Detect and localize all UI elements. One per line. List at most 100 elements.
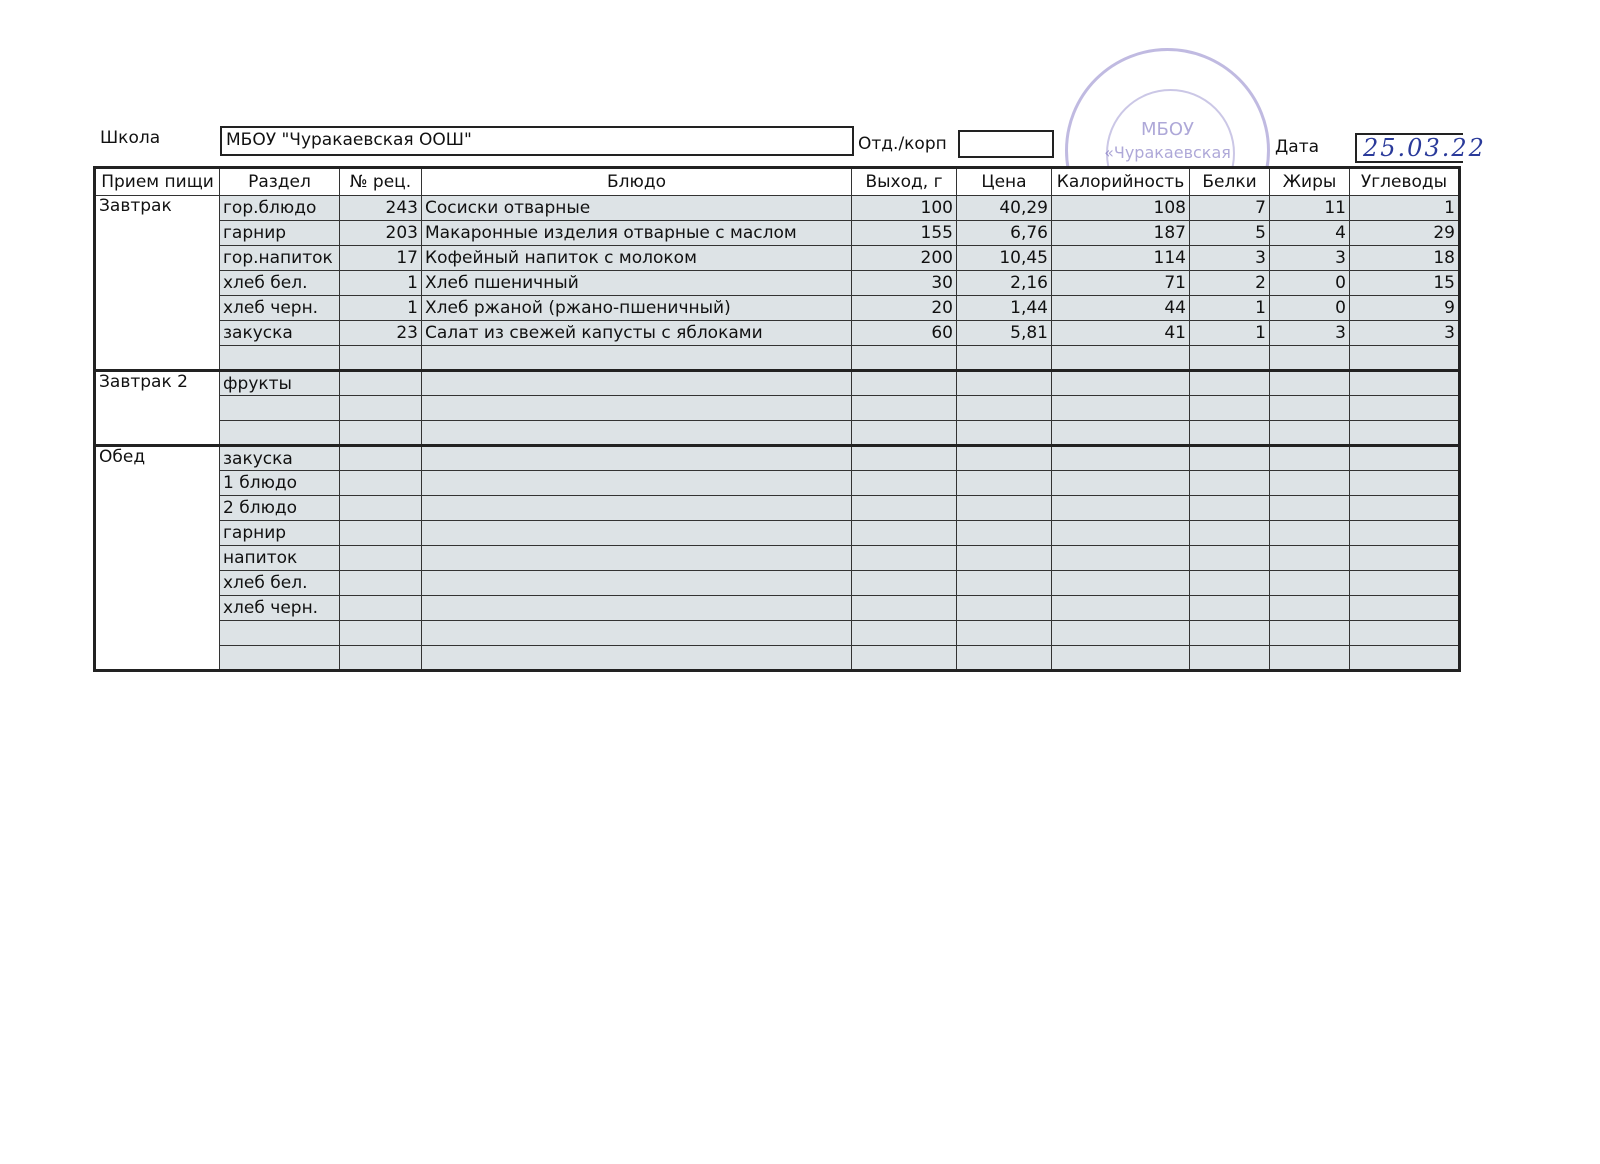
- table-cell: [339, 420, 422, 447]
- table-cell: фрукты: [219, 370, 340, 396]
- table-cell: 243: [339, 195, 422, 221]
- table-row: Завтрак гор.блюдо 243 Сосиски отварные 100 40…: [94, 195, 1460, 372]
- table-cell: Хлеб пшеничный: [421, 270, 852, 296]
- table-cell: напиток: [219, 545, 340, 571]
- table-cell: [1189, 595, 1270, 621]
- table-cell: 17: [339, 245, 422, 271]
- table-cell: [1051, 345, 1190, 372]
- table-cell: [1269, 570, 1350, 596]
- table-cell: [1189, 395, 1270, 421]
- table-cell: [1349, 570, 1460, 596]
- table-cell: [1189, 470, 1270, 496]
- table-cell: [851, 595, 957, 621]
- table-cell: 15: [1349, 270, 1460, 296]
- table-cell: [421, 445, 852, 471]
- table-cell: [851, 645, 957, 672]
- table-cell: 3: [1269, 245, 1350, 271]
- table-cell: 2 блюдо: [219, 495, 340, 521]
- table-cell: [1051, 545, 1190, 571]
- table-cell: [219, 620, 340, 646]
- table-cell: [421, 420, 852, 447]
- table-cell: [956, 495, 1052, 521]
- meal-name: Обед: [94, 445, 220, 672]
- table-cell: [1051, 420, 1190, 447]
- table-cell: [1269, 420, 1350, 447]
- table-cell: 1: [1349, 195, 1460, 221]
- table-cell: [339, 545, 422, 571]
- table-cell: [339, 470, 422, 496]
- table-cell: [421, 345, 852, 372]
- table-cell: 23: [339, 320, 422, 346]
- table-row: [95, 395, 1460, 421]
- table-cell: 100: [851, 195, 957, 221]
- table-cell: [851, 620, 957, 646]
- table-cell: [421, 595, 852, 621]
- column-header: Цена: [956, 167, 1052, 196]
- table-cell: 1: [1189, 295, 1270, 321]
- table-cell: [1269, 595, 1350, 621]
- table-cell: [956, 445, 1052, 471]
- table-cell: [339, 445, 422, 471]
- table-cell: [339, 645, 422, 672]
- table-row: закуска 23 Салат из свежей капусты с яблок…: [95, 320, 1460, 346]
- table-cell: [1349, 420, 1460, 447]
- table-cell: [421, 470, 852, 496]
- table-cell: [1269, 395, 1350, 421]
- column-header: Выход, г: [851, 167, 957, 196]
- column-header: Прием пищи: [94, 167, 220, 196]
- table-cell: Салат из свежей капусты с яблоками: [421, 320, 852, 346]
- table-cell: хлеб черн.: [219, 595, 340, 621]
- table-cell: [1189, 645, 1270, 672]
- column-header: Углеводы: [1349, 167, 1460, 196]
- table-cell: [1349, 595, 1460, 621]
- table-cell: [421, 395, 852, 421]
- table-row: хлеб бел. 1 Хлеб пшеничный 30 2,16 71 2 0 15: [95, 270, 1460, 296]
- table-row: [95, 645, 1460, 672]
- table-cell: 10,45: [956, 245, 1052, 271]
- date-label: Дата: [1275, 137, 1320, 157]
- table-cell: [851, 445, 957, 471]
- table-row: 1 блюдо: [95, 470, 1460, 496]
- table-cell: закуска: [219, 320, 340, 346]
- table-cell: 11: [1269, 195, 1350, 221]
- meal-name: Завтрак: [94, 195, 220, 372]
- table-cell: Сосиски отварные: [421, 195, 852, 221]
- table-cell: [1269, 445, 1350, 471]
- table-cell: [421, 570, 852, 596]
- table-cell: [956, 595, 1052, 621]
- table-cell: 200: [851, 245, 957, 271]
- table-cell: [956, 620, 1052, 646]
- table-cell: Хлеб ржаной (ржано-пшеничный): [421, 295, 852, 321]
- table-cell: [851, 495, 957, 521]
- column-header: Калорийность: [1051, 167, 1190, 196]
- table-cell: 5,81: [956, 320, 1052, 346]
- table-cell: [421, 370, 852, 396]
- table-cell: [1349, 545, 1460, 571]
- table-cell: [956, 545, 1052, 571]
- table-row: Завтрак 2 фрукты: [94, 370, 1460, 447]
- table-cell: 29: [1349, 220, 1460, 246]
- table-cell: 187: [1051, 220, 1190, 246]
- table-cell: [219, 395, 340, 421]
- table-cell: 3: [1189, 245, 1270, 271]
- column-header: Раздел: [219, 167, 340, 196]
- table-cell: 1 блюдо: [219, 470, 340, 496]
- table-row: Обед закуска: [94, 445, 1460, 672]
- table-cell: [956, 470, 1052, 496]
- table-row: хлеб черн. 1 Хлеб ржаной (ржано-пшеничный)…: [95, 295, 1460, 321]
- table-cell: [421, 495, 852, 521]
- table-row: гарнир: [95, 520, 1460, 546]
- table-cell: 1: [339, 295, 422, 321]
- table-cell: гор.напиток: [219, 245, 340, 271]
- table-cell: [339, 570, 422, 596]
- table-row: хлеб черн.: [95, 595, 1460, 621]
- table-cell: 9: [1349, 295, 1460, 321]
- table-row: напиток: [95, 545, 1460, 571]
- table-cell: [1349, 370, 1460, 396]
- meal-name: Завтрак 2: [94, 370, 220, 447]
- table-cell: [219, 420, 340, 447]
- table-cell: [1189, 345, 1270, 372]
- table-cell: 2: [1189, 270, 1270, 296]
- table-cell: [1051, 595, 1190, 621]
- table-cell: 114: [1051, 245, 1190, 271]
